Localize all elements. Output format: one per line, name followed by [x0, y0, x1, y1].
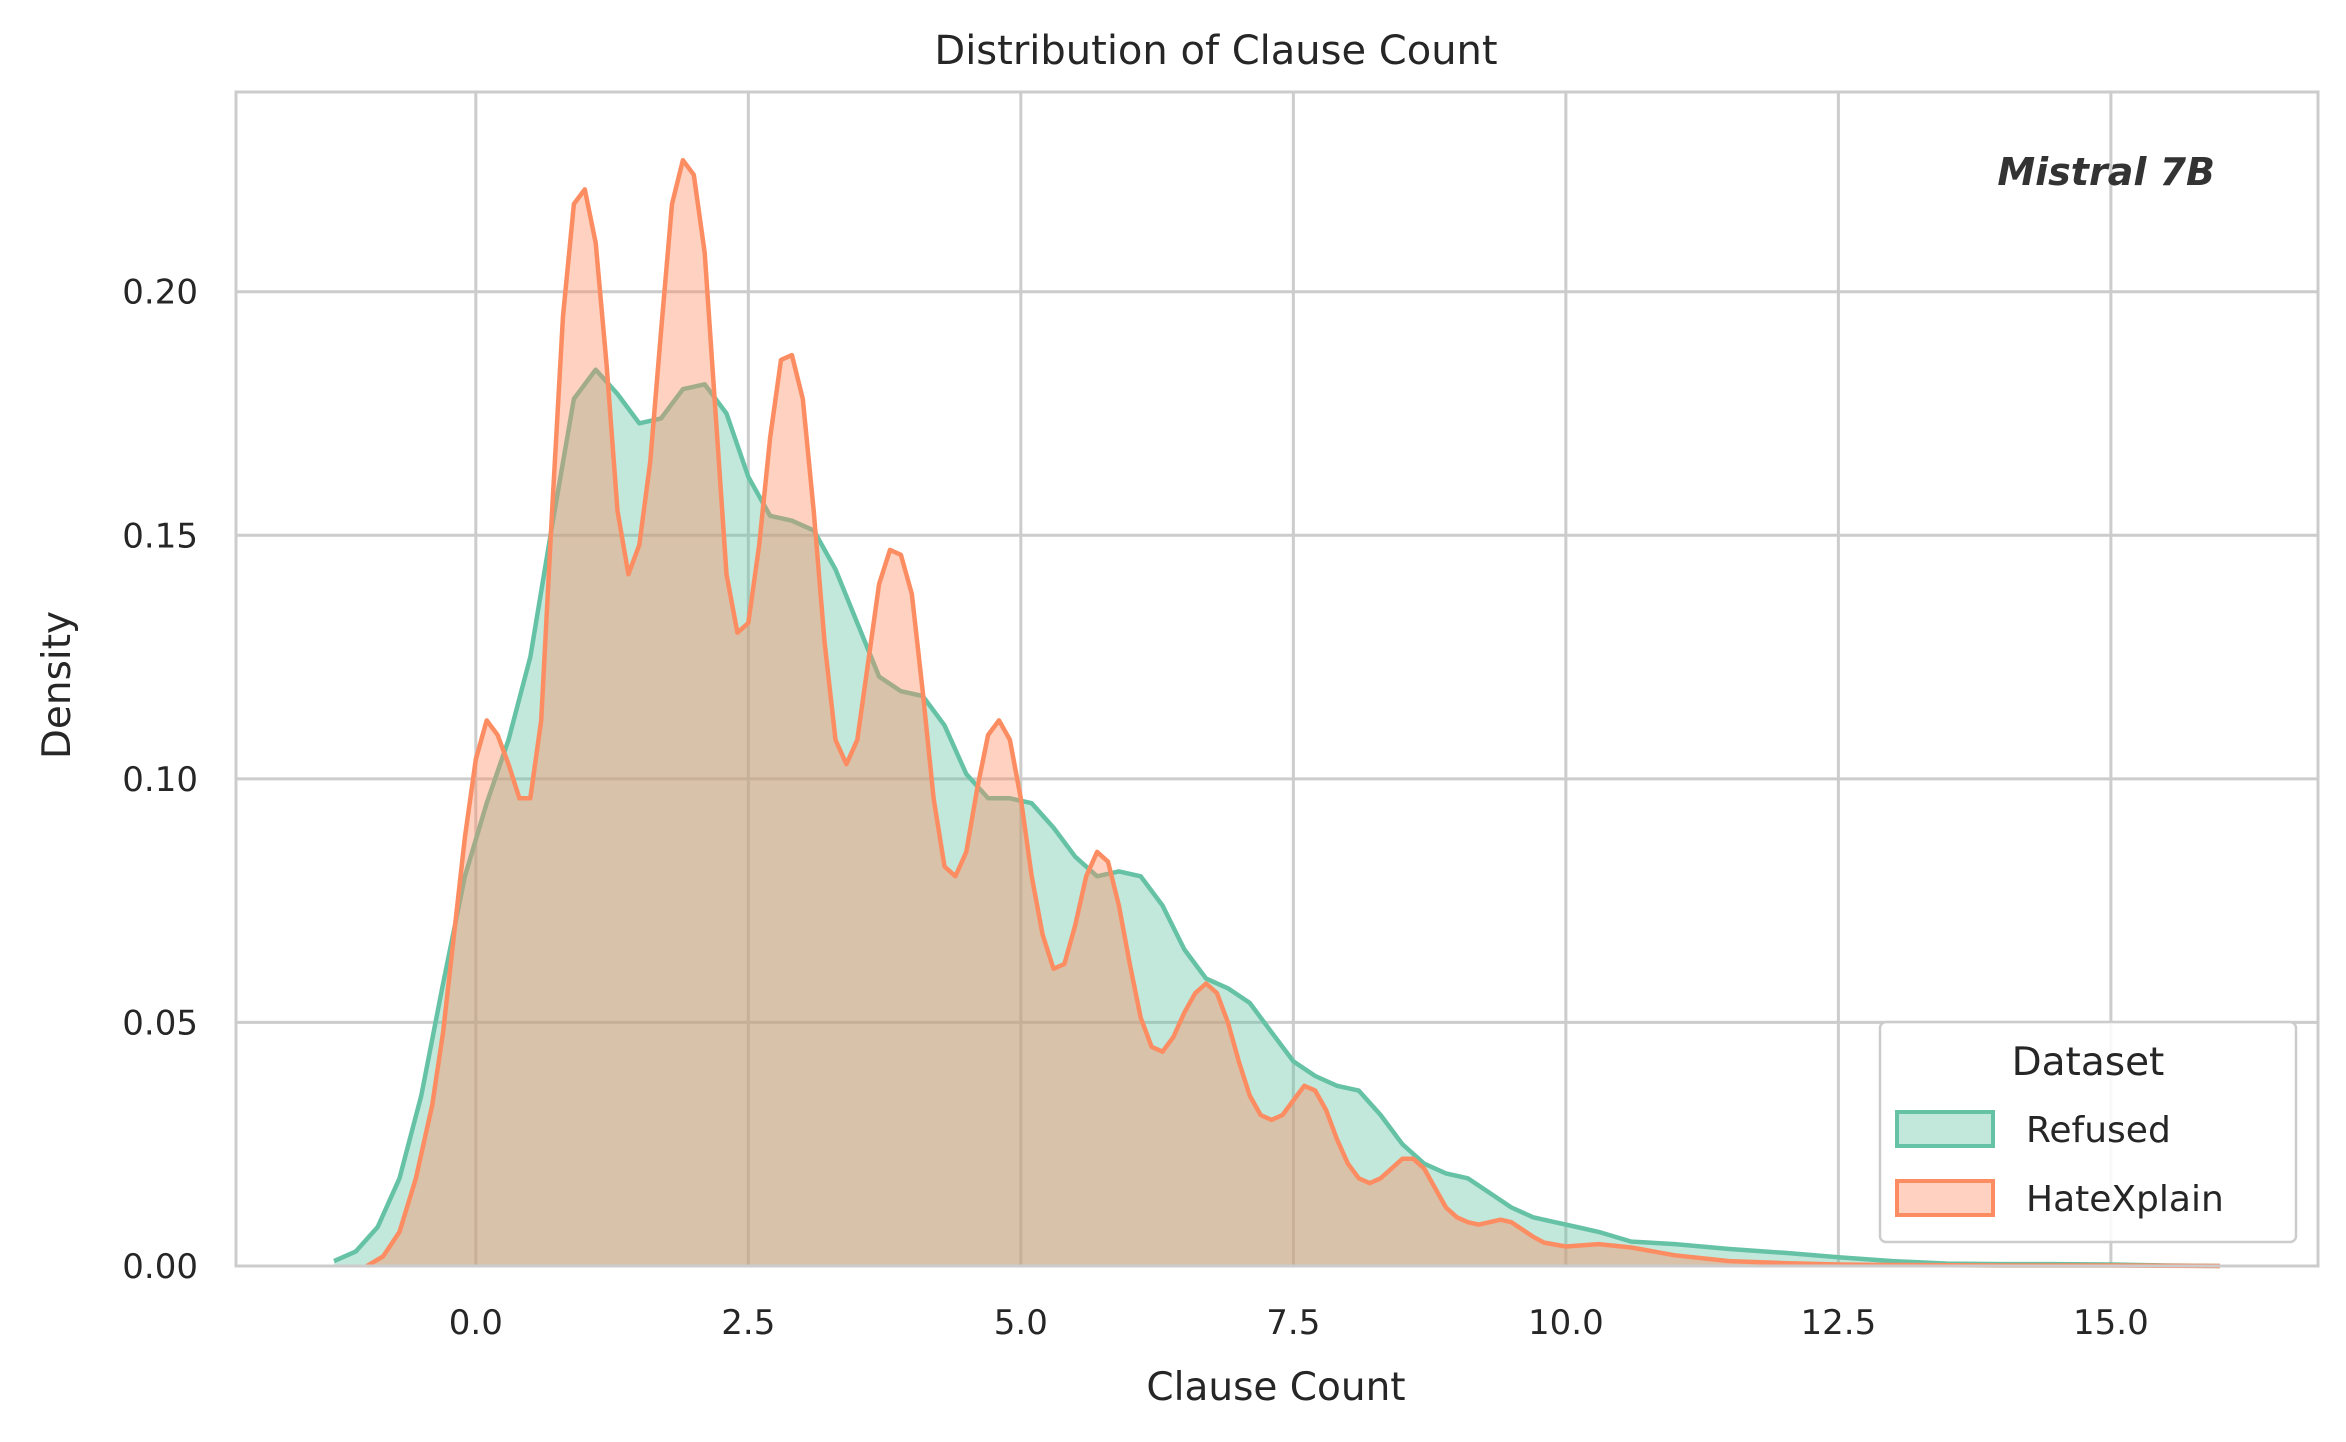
x-tick-label: 0.0 [449, 1303, 503, 1343]
y-axis-label: Density [35, 611, 80, 759]
y-tick-label: 0.00 [122, 1247, 198, 1287]
x-tick-label: 15.0 [2073, 1303, 2149, 1343]
y-tick-label: 0.05 [122, 1003, 198, 1043]
density-area-hatexplain [366, 160, 2220, 1267]
density-line-refused [333, 367, 2220, 1269]
legend: Dataset Refused HateXplain [1878, 1020, 2298, 1244]
legend-title: Dataset [2012, 1040, 2165, 1085]
x-tick-label: 12.5 [1801, 1303, 1877, 1343]
legend-swatch-hatexplain [1895, 1179, 1995, 1217]
density-line-hatexplain [365, 157, 2220, 1269]
y-tick-label: 0.20 [122, 273, 198, 313]
plot-frame [234, 90, 2320, 1268]
chart-title: Distribution of Clause Count [934, 28, 1497, 74]
legend-swatch-refused [1895, 1110, 1995, 1148]
y-tick-label: 0.15 [122, 516, 198, 556]
legend-label-refused: Refused [2026, 1110, 2171, 1151]
density-area-refused [334, 369, 2220, 1266]
x-tick-label: 5.0 [994, 1303, 1048, 1343]
x-tick-label: 2.5 [721, 1303, 775, 1343]
legend-label-hatexplain: HateXplain [2026, 1179, 2224, 1220]
x-axis-label: Clause Count [1146, 1365, 1405, 1410]
density-series [333, 157, 2220, 1269]
legend-box [1878, 1020, 2298, 1244]
tick-labels: 0.0 2.5 5.0 7.5 10.0 12.5 15.0 0.00 0.05 0.10 0.15… [122, 273, 2148, 1343]
x-tick-label: 10.0 [1528, 1303, 1604, 1343]
y-tick-label: 0.10 [122, 760, 198, 800]
x-tick-label: 7.5 [1266, 1303, 1320, 1343]
model-annotation: Mistral 7B [1997, 150, 2215, 194]
